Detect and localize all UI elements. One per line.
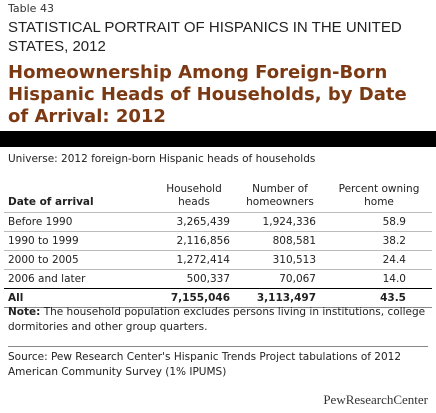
row-label: All — [4, 288, 154, 308]
row-label: 1990 to 1999 — [4, 231, 154, 251]
note-label: Note: — [8, 306, 41, 318]
cell: 43.5 — [326, 288, 432, 308]
row-label: 2000 to 2005 — [4, 250, 154, 270]
column-header: Number of homeowners — [246, 183, 314, 208]
cell: 500,337 — [154, 269, 234, 289]
divider-bar — [0, 131, 436, 147]
cell: 2,116,856 — [154, 231, 234, 251]
table-label: Table 43 — [8, 2, 54, 15]
header-row: Date of arrival Household heads Number of … — [4, 181, 432, 213]
total-row: All 7,155,046 3,113,497 43.5 — [4, 288, 432, 308]
table-row: 2000 to 2005 1,272,414 310,513 24.4 — [4, 250, 432, 270]
cell: 310,513 — [234, 250, 326, 270]
cell: 3,113,497 — [234, 288, 326, 308]
source: Source: Pew Research Center's Hispanic T… — [8, 346, 428, 380]
subtitle: STATISTICAL PORTRAIT OF HISPANICS IN THE… — [8, 19, 402, 55]
cell: 1,924,336 — [234, 212, 326, 232]
column-header: Date of arrival — [8, 196, 94, 208]
title: Homeownership Among Foreign-Born Hispani… — [8, 62, 407, 127]
note-text: The household population excludes person… — [8, 306, 426, 333]
row-label: 2006 and later — [4, 269, 154, 289]
cell: 58.9 — [326, 212, 432, 232]
table-row: Before 1990 3,265,439 1,924,336 58.9 — [4, 212, 432, 232]
column-header: Percent owning home — [338, 183, 420, 208]
universe: Universe: 2012 foreign-born Hispanic hea… — [8, 153, 316, 165]
cell: 14.0 — [326, 269, 432, 289]
note: Note: The household population excludes … — [8, 305, 428, 335]
table-row: 2006 and later 500,337 70,067 14.0 — [4, 269, 432, 289]
table-body: Before 1990 3,265,439 1,924,336 58.9 1990 to… — [4, 212, 432, 308]
logo: PewResearchCenter — [323, 392, 428, 407]
column-header: Household heads — [166, 183, 222, 208]
cell: 808,581 — [234, 231, 326, 251]
table-row: 1990 to 1999 2,116,856 808,581 38.2 — [4, 231, 432, 251]
row-label: Before 1990 — [4, 212, 154, 232]
cell: 38.2 — [326, 231, 432, 251]
cell: 7,155,046 — [154, 288, 234, 308]
cell: 1,272,414 — [154, 250, 234, 270]
cell: 3,265,439 — [154, 212, 234, 232]
cell: 24.4 — [326, 250, 432, 270]
cell: 70,067 — [234, 269, 326, 289]
data-table: Date of arrival Household heads Number of … — [4, 181, 432, 308]
